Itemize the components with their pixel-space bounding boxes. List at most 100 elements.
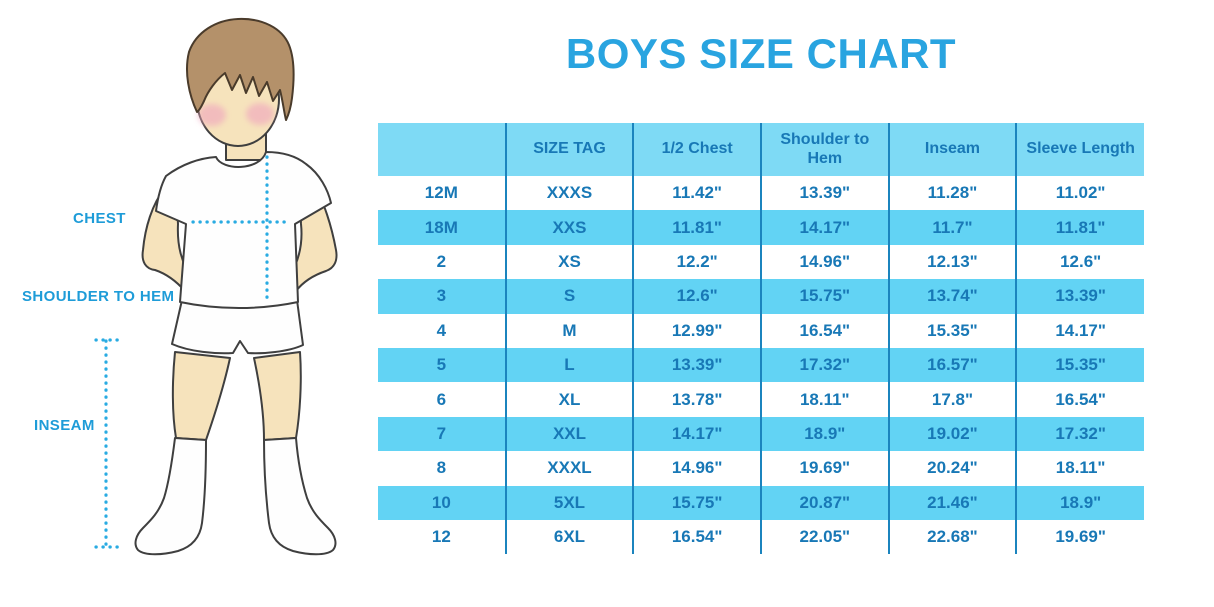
size-cell: 4 bbox=[378, 313, 507, 348]
table-header-row: SIZE TAG 1/2 Chest Shoulder to Hem Insea… bbox=[378, 123, 1144, 176]
size-tag-cell: 6XL bbox=[505, 519, 635, 555]
inseam-cell: 15.35" bbox=[888, 313, 1018, 348]
chest-label: CHEST bbox=[73, 210, 126, 227]
table-row: 3 S 12.6" 15.75" 13.74" 13.39" bbox=[378, 279, 1144, 314]
size-cell: 3 bbox=[378, 279, 507, 314]
size-tag-cell: XXXL bbox=[505, 451, 635, 486]
size-cell: 2 bbox=[378, 244, 507, 280]
header-cell-half-chest: 1/2 Chest bbox=[633, 123, 762, 176]
half-chest-cell: 14.17" bbox=[633, 416, 762, 452]
boy-shorts bbox=[171, 299, 304, 355]
inseam-cell: 13.74" bbox=[888, 279, 1018, 314]
inseam-cell: 19.02" bbox=[888, 416, 1018, 452]
half-chest-cell: 12.99" bbox=[633, 313, 762, 348]
size-cell: 8 bbox=[378, 451, 507, 486]
table-row: 7 XXL 14.17" 18.9" 19.02" 17.32" bbox=[378, 416, 1144, 452]
table-row: 4 M 12.99" 16.54" 15.35" 14.17" bbox=[378, 313, 1144, 348]
inseam-cell: 21.46" bbox=[888, 485, 1018, 520]
size-cell: 12 bbox=[378, 519, 507, 555]
sleeve-length-cell: 18.9" bbox=[1060, 492, 1102, 512]
shoulder-to-hem-label: SHOULDER TO HEM bbox=[22, 288, 175, 305]
size-tag-cell: XL bbox=[505, 382, 635, 417]
inseam-cell: 22.68" bbox=[888, 519, 1018, 555]
shoulder-to-hem-cell: 18.11" bbox=[760, 382, 890, 417]
sleeve-length-cell: 18.11" bbox=[1055, 458, 1106, 478]
size-tag-cell: XS bbox=[505, 244, 635, 280]
half-chest-cell: 16.54" bbox=[633, 519, 762, 555]
header-cell-inseam: Inseam bbox=[888, 123, 1018, 176]
shoulder-to-hem-cell: 13.39" bbox=[760, 176, 890, 211]
size-cell: 7 bbox=[378, 416, 507, 452]
half-chest-cell: 12.6" bbox=[633, 279, 762, 314]
inseam-cell: 11.28" bbox=[888, 176, 1018, 211]
size-tag-cell: M bbox=[505, 313, 635, 348]
table-row: 18M XXS 11.81" 14.17" 11.7" 11.81" bbox=[378, 210, 1144, 245]
size-cell: 18M bbox=[378, 210, 507, 245]
boy-leg-right bbox=[253, 351, 302, 441]
inseam-cell: 16.57" bbox=[888, 347, 1018, 383]
size-cell: 10 bbox=[378, 485, 507, 520]
half-chest-cell: 11.81" bbox=[633, 210, 762, 245]
boy-cheek-left bbox=[198, 104, 226, 126]
half-chest-cell: 13.39" bbox=[633, 347, 762, 383]
half-chest-cell: 13.78" bbox=[633, 382, 762, 417]
size-cell: 6 bbox=[378, 382, 507, 417]
shoulder-to-hem-cell: 18.9" bbox=[760, 416, 890, 452]
half-chest-cell: 11.42" bbox=[633, 176, 762, 211]
shoulder-to-hem-cell: 20.87" bbox=[760, 485, 890, 520]
header-cell-sleeve-length: Sleeve Length bbox=[1016, 123, 1144, 176]
inseam-cell: 12.13" bbox=[888, 244, 1018, 280]
header-cell-shoulder-to-hem: Shoulder to Hem bbox=[760, 123, 890, 176]
table-row: 5 L 13.39" 17.32" 16.57" 15.35" bbox=[378, 347, 1144, 383]
size-tag-cell: 5XL bbox=[505, 485, 635, 520]
inseam-cell: 20.24" bbox=[888, 451, 1018, 486]
size-tag-cell: XXL bbox=[505, 416, 635, 452]
shoulder-to-hem-cell: 14.17" bbox=[760, 210, 890, 245]
shoulder-to-hem-cell: 14.96" bbox=[760, 244, 890, 280]
size-tag-cell: XXXS bbox=[505, 176, 635, 211]
header-cell-size bbox=[378, 123, 507, 176]
sleeve-length-cell: 13.39" bbox=[1055, 286, 1106, 306]
table-row: 2 XS 12.2" 14.96" 12.13" 12.6" bbox=[378, 244, 1144, 280]
boy-illustration bbox=[94, 17, 338, 556]
size-tag-cell: XXS bbox=[505, 210, 635, 245]
sleeve-length-cell: 16.54" bbox=[1055, 389, 1106, 409]
boy-hair bbox=[186, 17, 295, 121]
boy-arm-right bbox=[287, 181, 338, 292]
sleeve-length-cell: 19.69" bbox=[1055, 527, 1106, 547]
sleeve-length-cell: 17.32" bbox=[1055, 423, 1106, 443]
half-chest-cell: 12.2" bbox=[633, 244, 762, 280]
inseam-cell: 17.8" bbox=[888, 382, 1018, 417]
table-row: 6 XL 13.78" 18.11" 17.8" 16.54" bbox=[378, 382, 1144, 417]
shoulder-to-hem-cell: 17.32" bbox=[760, 347, 890, 383]
boy-cheek-right bbox=[246, 103, 274, 125]
table-row: 10 5XL 15.75" 20.87" 21.46" 18.9" bbox=[378, 485, 1144, 520]
inseam-cell: 11.7" bbox=[888, 210, 1018, 245]
half-chest-cell: 15.75" bbox=[633, 485, 762, 520]
header-cell-size-tag: SIZE TAG bbox=[505, 123, 635, 176]
size-cell: 12M bbox=[378, 176, 507, 211]
table-row: 8 XXXL 14.96" 19.69" 20.24" 18.11" bbox=[378, 451, 1144, 486]
table-row: 12M XXXS 11.42" 13.39" 11.28" 11.02" bbox=[378, 176, 1144, 211]
sleeve-length-cell: 11.81" bbox=[1055, 217, 1106, 237]
sleeve-length-cell: 12.6" bbox=[1060, 251, 1102, 271]
shoulder-to-hem-cell: 19.69" bbox=[760, 451, 890, 486]
boy-arm-left bbox=[141, 187, 193, 292]
boy-leg-left bbox=[171, 351, 231, 441]
boy-shirt bbox=[155, 151, 332, 309]
sleeve-length-cell: 15.35" bbox=[1055, 355, 1106, 375]
page-title: BOYS SIZE CHART bbox=[565, 30, 957, 77]
boy-sock-right bbox=[263, 437, 337, 556]
size-table: SIZE TAG 1/2 Chest Shoulder to Hem Insea… bbox=[378, 123, 1144, 555]
table-row: 12 6XL 16.54" 22.05" 22.68" 19.69" bbox=[378, 519, 1144, 555]
boy-sock-left bbox=[134, 437, 207, 556]
shoulder-to-hem-cell: 15.75" bbox=[760, 279, 890, 314]
shoulder-to-hem-cell: 22.05" bbox=[760, 519, 890, 555]
size-tag-cell: L bbox=[505, 347, 635, 383]
half-chest-cell: 14.96" bbox=[633, 451, 762, 486]
inseam-label: INSEAM bbox=[34, 417, 95, 434]
size-cell: 5 bbox=[378, 347, 507, 383]
sleeve-length-cell: 14.17" bbox=[1055, 320, 1106, 340]
sleeve-length-cell: 11.02" bbox=[1055, 183, 1106, 203]
